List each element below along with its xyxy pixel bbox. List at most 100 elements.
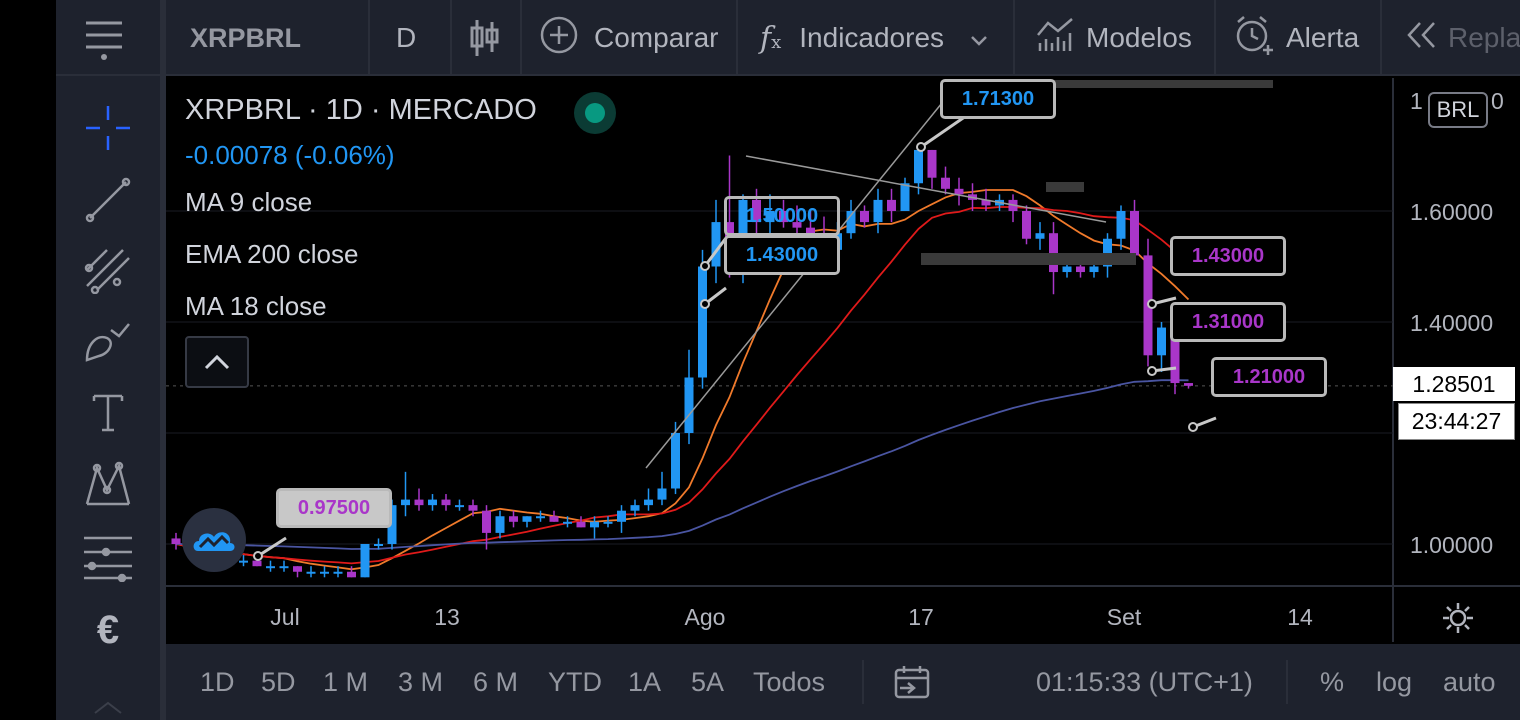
alert-button[interactable]: Alerta [1234, 0, 1359, 76]
callout-anchor [253, 551, 263, 561]
price-callout[interactable]: 1.43000 [724, 235, 840, 275]
candle-body [468, 505, 478, 511]
candle-body [630, 505, 640, 511]
candle-body [279, 566, 289, 569]
replay-label: Repla [1448, 22, 1520, 53]
price-callout[interactable]: 1.71300 [940, 79, 1056, 119]
price-callout[interactable]: 1.31000 [1170, 302, 1286, 342]
measure-icon[interactable] [56, 526, 160, 590]
candle-body [617, 510, 626, 522]
brush-icon[interactable] [56, 312, 160, 372]
candle-body [941, 177, 950, 189]
pattern-icon[interactable] [56, 454, 160, 514]
candle-body [684, 377, 694, 433]
rewind-icon [1406, 21, 1438, 56]
candle-body [1035, 233, 1045, 239]
candle-body [1157, 327, 1166, 356]
price-label-partial-right: 0 [1491, 88, 1504, 114]
candle-body [360, 544, 370, 578]
range-1d[interactable]: 1D [200, 666, 235, 697]
candle-body [603, 521, 613, 524]
left-margin [0, 0, 56, 720]
chevron-up-icon[interactable] [56, 692, 160, 720]
ma18-line [175, 206, 1190, 565]
candle-body [171, 538, 181, 544]
candle-body [252, 560, 262, 567]
indicator-ma18[interactable]: MA 18 close [185, 291, 327, 321]
candle-body [1184, 383, 1193, 386]
price-callout[interactable]: 1.50000 [724, 196, 840, 236]
replay-button[interactable]: Repla [1406, 0, 1520, 76]
euro-icon[interactable]: € [96, 607, 120, 652]
candle-body [657, 488, 667, 500]
menu-icon[interactable] [84, 0, 124, 76]
market-status-icon[interactable] [574, 92, 616, 134]
models-label: Modelos [1086, 22, 1192, 53]
indicator-ma9[interactable]: MA 9 close [185, 187, 313, 217]
range-6m[interactable]: 6 M [473, 666, 519, 697]
interval-button[interactable]: D [396, 22, 417, 53]
candle-body [954, 188, 964, 195]
text-icon[interactable] [56, 382, 160, 442]
candle-body [347, 571, 356, 578]
candle-body [765, 211, 775, 223]
candle-body [428, 499, 437, 506]
range-1m[interactable]: 1 M [323, 666, 369, 697]
candle-body [1062, 266, 1072, 273]
crosshair-icon[interactable] [56, 98, 160, 158]
candle-body [441, 499, 451, 506]
candle-body [1130, 211, 1139, 256]
time-label: 13 [434, 604, 460, 630]
candle-body [239, 560, 248, 563]
range-block [1046, 182, 1084, 192]
top-toolbar: XRPBRL D Comparar fx Indicadores Modelos… [56, 0, 1520, 76]
indicators-button[interactable]: fx Indicadores [760, 0, 988, 76]
callout-anchor [1147, 299, 1157, 309]
goto-date-icon[interactable] [894, 644, 930, 720]
range-ytd[interactable]: YTD [548, 666, 602, 697]
time-label: Jul [270, 604, 300, 630]
percent-scale-toggle[interactable]: % [1320, 666, 1345, 697]
candle-body [887, 199, 896, 211]
log-scale-toggle[interactable]: log [1376, 666, 1413, 697]
candle-body [711, 222, 721, 267]
trend-line-icon[interactable] [56, 170, 160, 230]
candle-type-icon[interactable] [468, 0, 500, 76]
fib-channel-icon[interactable] [56, 240, 160, 300]
candle-body [671, 433, 680, 489]
ema200-line [175, 379, 1189, 550]
callout-pointer [703, 237, 728, 267]
collapse-legend-button[interactable] [185, 336, 249, 388]
symbol-search[interactable]: XRPBRL [190, 22, 302, 53]
price-callout[interactable]: 1.21000 [1211, 357, 1327, 397]
models-button[interactable]: Modelos [1036, 0, 1192, 76]
range-5d[interactable]: 5D [261, 666, 296, 697]
candle-body [306, 571, 316, 574]
range-1y[interactable]: 1A [628, 666, 662, 697]
add-circle-icon [540, 16, 578, 61]
candle-body [1103, 238, 1112, 267]
candle-body [792, 222, 802, 228]
compare-button[interactable]: Comparar [540, 0, 718, 76]
trend-line [645, 97, 947, 469]
candle-body [981, 199, 991, 206]
trend-line [745, 155, 1107, 223]
settings-gear-icon[interactable] [1438, 598, 1478, 638]
callout-pointer [257, 536, 287, 558]
range-all[interactable]: Todos [753, 666, 826, 697]
price-change: -0.00078 (-0.06%) [185, 140, 395, 170]
indicator-ema200[interactable]: EMA 200 close [185, 239, 359, 269]
indicators-label: Indicadores [799, 22, 945, 53]
auto-scale-toggle[interactable]: auto [1443, 666, 1496, 697]
sidebar-divider [160, 0, 166, 720]
price-callout[interactable]: 0.97500 [276, 488, 392, 528]
currency-button[interactable]: BRL [1428, 92, 1488, 128]
tradingview-logo[interactable] [182, 508, 246, 572]
range-5y[interactable]: 5A [691, 666, 725, 697]
timezone-clock[interactable]: 01:15:33 (UTC+1) [1036, 666, 1253, 697]
candle-body [914, 149, 923, 184]
chevron-down-icon[interactable] [970, 22, 988, 54]
candle-body [495, 516, 505, 533]
range-3m[interactable]: 3 M [398, 666, 444, 697]
price-callout[interactable]: 1.43000 [1170, 236, 1286, 276]
